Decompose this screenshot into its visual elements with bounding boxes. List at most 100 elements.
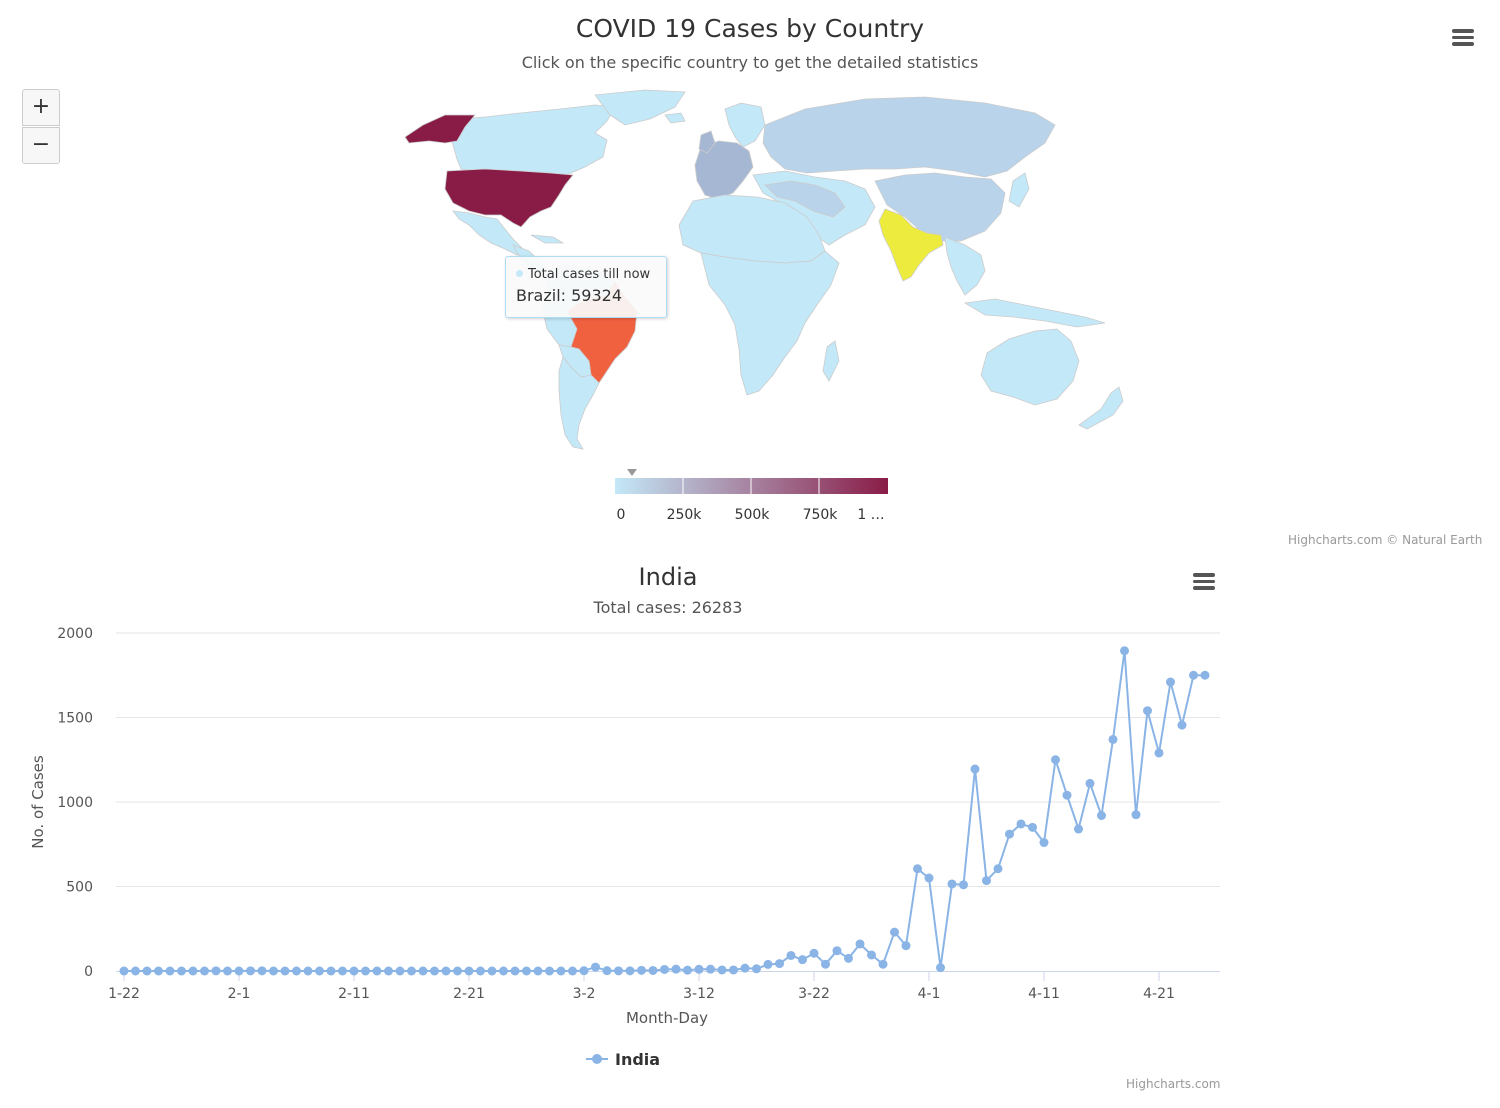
data-point[interactable]: [338, 966, 347, 976]
data-point[interactable]: [1074, 824, 1083, 834]
data-point[interactable]: [1200, 670, 1210, 680]
data-point[interactable]: [246, 966, 255, 976]
country-europe-west[interactable]: [694, 140, 754, 200]
country-india[interactable]: [878, 208, 944, 282]
country-madagascar[interactable]: [822, 340, 840, 382]
map-export-menu-icon[interactable]: [1450, 26, 1476, 48]
data-point[interactable]: [993, 864, 1003, 874]
data-point[interactable]: [280, 966, 290, 976]
data-point[interactable]: [717, 965, 727, 975]
data-point[interactable]: [947, 879, 957, 889]
data-point[interactable]: [257, 966, 267, 976]
data-point[interactable]: [1143, 706, 1152, 716]
country-southeast-asia[interactable]: [944, 236, 986, 296]
data-point[interactable]: [729, 965, 738, 975]
data-point[interactable]: [936, 963, 945, 973]
country-iceland[interactable]: [664, 112, 686, 124]
data-point[interactable]: [453, 966, 462, 976]
data-point[interactable]: [1005, 829, 1014, 839]
data-point[interactable]: [533, 966, 543, 976]
data-point[interactable]: [591, 962, 600, 972]
country-japan[interactable]: [1008, 172, 1030, 208]
map-credit-link[interactable]: Highcharts.com © Natural Earth: [1288, 533, 1483, 547]
data-point[interactable]: [579, 966, 589, 976]
data-point[interactable]: [177, 966, 186, 976]
data-point[interactable]: [211, 966, 221, 976]
data-point[interactable]: [441, 966, 451, 976]
data-point[interactable]: [464, 966, 474, 976]
country-indonesia[interactable]: [963, 298, 1106, 328]
data-point[interactable]: [395, 966, 405, 976]
country-russia[interactable]: [762, 96, 1056, 178]
data-point[interactable]: [614, 966, 623, 976]
data-point[interactable]: [924, 873, 934, 883]
data-point[interactable]: [625, 966, 635, 976]
data-point[interactable]: [660, 964, 669, 974]
country-central-africa[interactable]: [700, 250, 840, 396]
data-point[interactable]: [476, 966, 485, 976]
data-point[interactable]: [844, 953, 853, 963]
zoom-in-button[interactable]: +: [22, 89, 60, 126]
data-point[interactable]: [418, 966, 428, 976]
data-point[interactable]: [1189, 670, 1198, 680]
country-united-states[interactable]: [444, 168, 574, 228]
data-point[interactable]: [890, 927, 899, 937]
data-point[interactable]: [522, 966, 531, 976]
country-cuba[interactable]: [530, 234, 565, 244]
chart-export-menu-icon[interactable]: [1191, 570, 1217, 592]
data-point[interactable]: [510, 966, 520, 976]
country-alaska[interactable]: [404, 114, 476, 144]
data-point[interactable]: [1062, 790, 1072, 800]
data-point[interactable]: [798, 955, 807, 965]
data-point[interactable]: [1131, 810, 1141, 820]
data-point[interactable]: [602, 966, 612, 976]
data-point[interactable]: [1051, 755, 1060, 765]
data-point[interactable]: [637, 965, 646, 975]
data-point[interactable]: [1039, 838, 1049, 848]
data-point[interactable]: [1085, 778, 1095, 788]
data-point[interactable]: [131, 966, 140, 976]
country-turkey-iran[interactable]: [764, 180, 846, 218]
data-point[interactable]: [821, 959, 830, 969]
data-point[interactable]: [775, 959, 784, 969]
data-point[interactable]: [694, 964, 704, 974]
data-point[interactable]: [1028, 822, 1037, 832]
data-point[interactable]: [315, 966, 324, 976]
data-point[interactable]: [556, 966, 566, 976]
data-point[interactable]: [326, 966, 336, 976]
country-australia[interactable]: [980, 328, 1080, 406]
data-point[interactable]: [407, 966, 416, 976]
data-point[interactable]: [913, 864, 922, 874]
data-point[interactable]: [867, 950, 876, 960]
data-point[interactable]: [545, 966, 554, 976]
data-point[interactable]: [982, 876, 991, 886]
data-point[interactable]: [1016, 819, 1026, 829]
data-point[interactable]: [706, 964, 715, 974]
data-point[interactable]: [671, 964, 681, 974]
data-point[interactable]: [683, 965, 692, 975]
data-point[interactable]: [1120, 646, 1129, 656]
chart-credit-link[interactable]: Highcharts.com: [1126, 1077, 1221, 1091]
data-point[interactable]: [372, 966, 382, 976]
data-point[interactable]: [568, 966, 577, 976]
data-point[interactable]: [763, 959, 773, 969]
country-canada[interactable]: [444, 104, 616, 178]
data-point[interactable]: [740, 963, 750, 973]
data-point[interactable]: [292, 966, 301, 976]
data-point[interactable]: [855, 939, 865, 949]
data-point[interactable]: [1097, 811, 1106, 821]
data-point[interactable]: [384, 966, 393, 976]
data-point[interactable]: [499, 966, 508, 976]
data-point[interactable]: [142, 966, 152, 976]
country-new-zealand[interactable]: [1078, 386, 1124, 430]
data-point[interactable]: [200, 966, 209, 976]
data-point[interactable]: [303, 966, 313, 976]
data-point[interactable]: [154, 966, 163, 976]
country-scandinavia[interactable]: [724, 102, 766, 148]
data-point[interactable]: [970, 764, 980, 774]
data-point[interactable]: [901, 941, 911, 951]
data-point[interactable]: [269, 966, 278, 976]
country-argentina-chile[interactable]: [558, 356, 600, 450]
data-point[interactable]: [165, 966, 175, 976]
data-point[interactable]: [1154, 748, 1164, 758]
